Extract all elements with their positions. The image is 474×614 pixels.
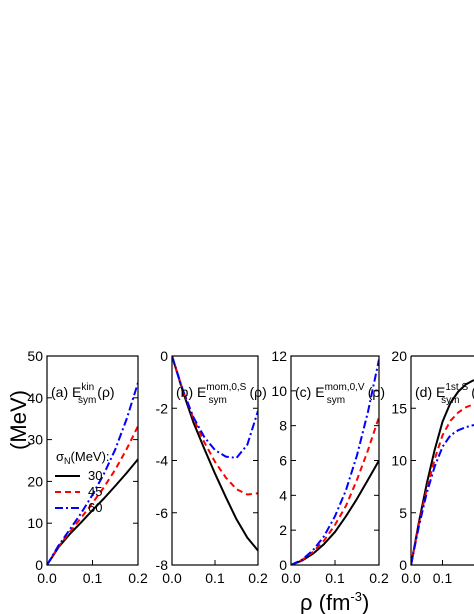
panel-label-suffix: (ρ) xyxy=(97,384,114,400)
panel-label-sup: kin xyxy=(81,382,94,393)
panel-c-series xyxy=(291,359,379,565)
series-line-c-30 xyxy=(291,460,379,565)
panel-d-series xyxy=(411,379,474,565)
series-line-b-60 xyxy=(172,356,258,459)
panel-label-sup: mom,0,V xyxy=(325,382,365,393)
legend-title-sub: N xyxy=(64,456,71,466)
series-line-c-45 xyxy=(291,416,379,565)
panel-a-series xyxy=(47,382,138,565)
panel-a: 0 10 20 30 40 50 0.0 0.1 0.2 (a) Ekin sym(ρ) xyxy=(27,348,148,586)
series-line-c-60 xyxy=(291,359,379,565)
legend-label-45: 45 xyxy=(88,484,102,499)
series-line-a-45 xyxy=(47,425,138,565)
panel-c: 0 2 4 6 8 10 12 0.0 0.1 0.2 (c) Emom,0,V sym (ρ) xyxy=(271,348,389,586)
y-tick-label-a: 10 xyxy=(27,515,43,531)
series-line-d-30 xyxy=(411,379,474,565)
series-line-b-30 xyxy=(172,356,258,552)
x-tick-label-d: 0.0 xyxy=(401,570,421,586)
panel-label-sub: sym xyxy=(327,395,345,406)
panel-label-sub: sym xyxy=(441,395,459,406)
panel-label-sup: 1st,S xyxy=(445,382,468,393)
y-tick-label-c: 8 xyxy=(279,418,287,434)
y-tick-label-c: 10 xyxy=(271,383,287,399)
legend-label-30: 30 xyxy=(88,468,102,483)
legend: σN(MeV): 30 45 60 xyxy=(55,449,110,515)
x-tick-label-a: 0.2 xyxy=(128,570,148,586)
panel-label-suffix: (ρ xyxy=(471,384,474,400)
panel-d: 0 5 10 15 20 0.0 0.1 (d) E1st,S sym (ρ xyxy=(391,348,474,586)
x-tick-label-d: 0.1 xyxy=(433,570,453,586)
y-tick-label-b: -8 xyxy=(156,557,169,573)
y-tick-label-d: 0 xyxy=(399,557,407,573)
legend-entry-30: 30 xyxy=(55,468,102,483)
x-tick-label-b: 0.0 xyxy=(162,570,182,586)
y-tick-label-b: -6 xyxy=(156,505,169,521)
y-axis-label: (MeV) xyxy=(6,390,31,450)
y-tick-label-c: 12 xyxy=(271,348,287,364)
panel-label-sub: sym xyxy=(78,395,96,406)
panel-label-d: (d) E1st,S sym (ρ xyxy=(415,382,474,406)
panel-label-suffix: (ρ) xyxy=(250,384,267,400)
panel-label-prefix: (c) E xyxy=(295,384,325,400)
y-tick-label-a: 0 xyxy=(35,557,43,573)
x-tick-label-a: 0.0 xyxy=(37,570,57,586)
y-tick-label-a: 50 xyxy=(27,348,43,364)
legend-entry-60: 60 xyxy=(55,500,102,515)
legend-title-rest: (MeV): xyxy=(71,449,110,464)
y-tick-label-b: -4 xyxy=(156,453,169,469)
panel-label-suffix: (ρ) xyxy=(368,384,385,400)
y-tick-label-a: 40 xyxy=(27,390,43,406)
x-tick-label-b: 0.1 xyxy=(205,570,225,586)
y-tick-label-c: 6 xyxy=(279,453,287,469)
panel-label-prefix: (a) E xyxy=(51,384,81,400)
y-tick-label-c: 4 xyxy=(279,487,287,503)
series-line-a-60 xyxy=(47,382,138,565)
x-tick-label-c: 0.1 xyxy=(325,570,345,586)
x-tick-label-c: 0.0 xyxy=(281,570,301,586)
y-tick-label-d: 20 xyxy=(391,348,407,364)
panel-label-sup: mom,0,S xyxy=(206,382,246,393)
panel-label-b: (b) Emom,0,S sym (ρ) xyxy=(176,382,267,406)
panel-label-a: (a) Ekin sym(ρ) xyxy=(51,382,115,406)
panel-label-sub: sym xyxy=(209,395,227,406)
series-line-d-60 xyxy=(411,424,474,565)
legend-title-sigma: σ xyxy=(56,449,64,464)
x-tick-label-c: 0.2 xyxy=(369,570,389,586)
legend-label-60: 60 xyxy=(88,500,102,515)
x-axis-label-main: ρ (fm xyxy=(300,590,350,614)
x-tick-label-a: 0.1 xyxy=(83,570,103,586)
legend-title: σN(MeV): xyxy=(56,449,110,466)
series-line-b-45 xyxy=(172,356,258,496)
y-tick-label-b: -2 xyxy=(156,400,169,416)
panel-b-series xyxy=(172,356,258,552)
series-line-d-45 xyxy=(411,403,474,565)
panel-label-c: (c) Emom,0,V sym (ρ) xyxy=(295,382,385,406)
y-tick-label-d: 5 xyxy=(399,505,407,521)
y-tick-label-a: 20 xyxy=(27,473,43,489)
x-axis-label: ρ (fm-3) xyxy=(300,589,369,614)
panel-b: 0 -2 -4 -6 -80.0 0.1 0.2 (b) Emom,0,S sym (ρ) xyxy=(156,348,268,586)
x-axis-label-sup: -3 xyxy=(350,589,362,604)
y-tick-label-c: 2 xyxy=(279,522,287,538)
y-tick-label-d: 10 xyxy=(391,453,407,469)
series-line-a-30 xyxy=(47,458,138,565)
y-tick-label-c: 0 xyxy=(279,557,287,573)
y-tick-label-b: 0 xyxy=(160,348,168,364)
panel-label-prefix: (d) E xyxy=(415,384,445,400)
legend-entry-45: 45 xyxy=(55,484,102,499)
panel-label-prefix: (b) E xyxy=(176,384,206,400)
x-axis-label-close: ) xyxy=(362,590,369,614)
y-tick-label-d: 15 xyxy=(391,400,407,416)
y-tick-label-a: 30 xyxy=(27,432,43,448)
x-tick-label-b: 0.2 xyxy=(248,570,268,586)
